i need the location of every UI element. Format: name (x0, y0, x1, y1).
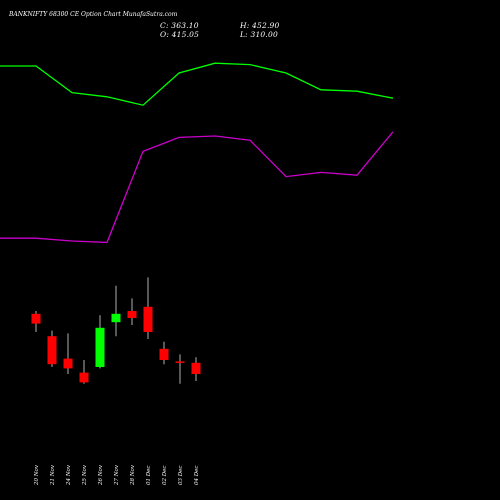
x-tick-label: 01 Dec (146, 466, 152, 486)
candle-20-nov (31, 311, 41, 332)
candle-body-up (111, 313, 121, 323)
candle-21-nov (47, 330, 57, 367)
candle-02-dec (159, 341, 169, 365)
x-tick-label: 26 Nov (98, 464, 104, 486)
candle-body-down (191, 362, 201, 374)
candle-28-nov (127, 298, 137, 325)
lower-band-line (0, 131, 394, 244)
x-tick-label: 27 Nov (114, 464, 120, 486)
open-readout: O: 415.05 (160, 30, 200, 39)
candle-25-nov (79, 360, 89, 384)
x-axis-labels: 20 Nov 21 Nov 24 Nov 25 Nov 26 Nov 27 Nov 28 N… (34, 464, 200, 486)
high-readout: H: 452.90 (240, 21, 280, 30)
x-tick-label: 25 Nov (82, 464, 88, 486)
candle-body-down (63, 358, 73, 369)
x-tick-label: 03 Dec (178, 466, 184, 486)
x-tick-label: 02 Dec (162, 466, 168, 486)
bands-layer (0, 62, 394, 244)
x-tick-label: 20 Nov (34, 464, 40, 486)
chart-title: BANKNIFTY 68300 CE Option Chart MunafaSu… (9, 11, 178, 18)
candle-body-down (159, 348, 169, 360)
x-tick-label: 24 Nov (66, 464, 72, 486)
candle-27-nov (111, 285, 121, 337)
candle-26-nov (95, 315, 105, 369)
candle-01-dec (143, 277, 153, 339)
candle-24-nov (63, 333, 73, 374)
x-tick-label: 04 Dec (194, 466, 200, 486)
candle-04-dec (191, 357, 201, 381)
upper-band-line (0, 62, 394, 106)
close-readout: C: 363.10 (160, 21, 199, 30)
candle-body-down (47, 336, 57, 365)
candle-body-up (95, 327, 105, 367)
candle-body-down (79, 372, 89, 383)
candle-body-down (175, 361, 185, 363)
candle-03-dec (175, 354, 185, 384)
candle-body-down (31, 313, 41, 324)
candle-body-down (143, 306, 153, 332)
x-tick-label: 21 Nov (50, 464, 56, 486)
candle-body-down (127, 311, 137, 318)
x-tick-label: 28 Nov (130, 464, 136, 486)
low-readout: L: 310.00 (240, 30, 278, 39)
candles-layer (31, 277, 201, 384)
